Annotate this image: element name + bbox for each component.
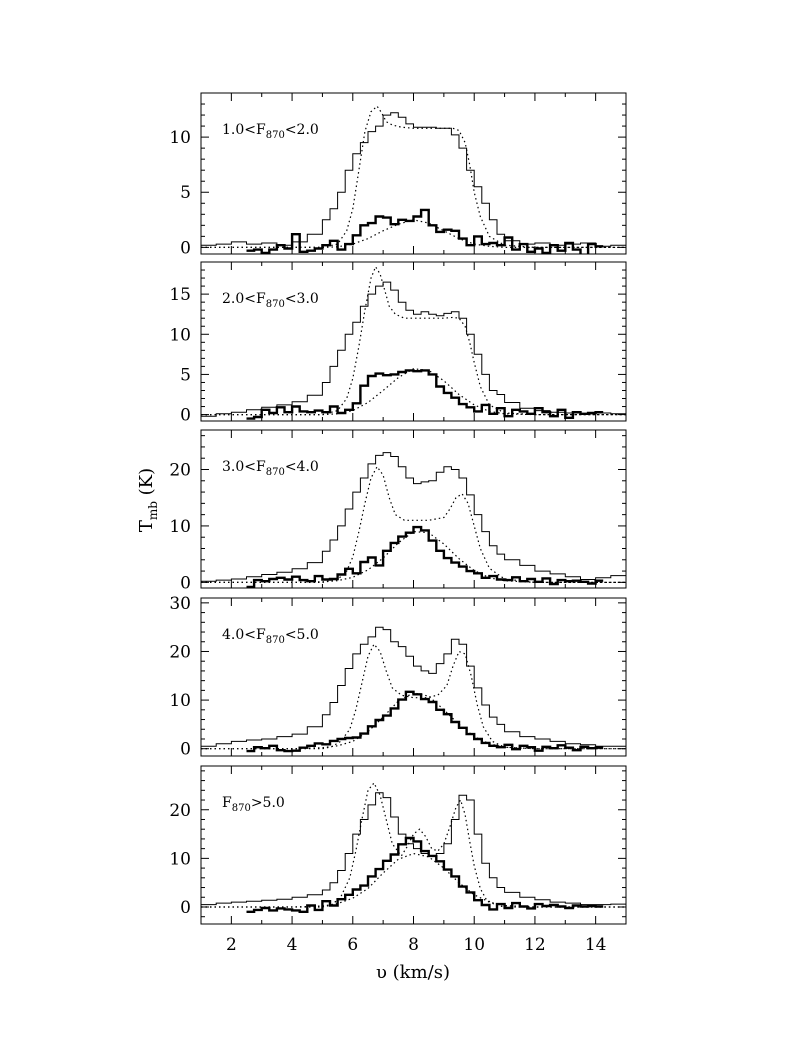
series-dotted-line — [201, 643, 626, 750]
y-tick-label: 0 — [180, 406, 191, 426]
series-thin-line — [201, 626, 626, 747]
x-tick-label: 14 — [585, 935, 607, 955]
panel-frame — [200, 92, 627, 255]
y-axis-title-sub: mb — [146, 501, 160, 520]
panel-label-sub: 870 — [266, 467, 285, 478]
series-thin-line — [201, 112, 626, 247]
x-tick-label: 4 — [287, 935, 298, 955]
panel-frame — [200, 597, 627, 757]
panel-label-sub: 870 — [266, 299, 285, 310]
series-thick-line — [246, 208, 604, 254]
series-dotted-line — [201, 105, 626, 248]
x-tick-label: 12 — [524, 935, 546, 955]
y-tick-label: 20 — [169, 801, 191, 821]
panel-label-sub: 870 — [266, 635, 285, 646]
panel-label-sub: 870 — [232, 803, 251, 814]
panel-label: 2.0<F870<3.0 — [222, 291, 319, 310]
y-tick-label: 0 — [180, 238, 191, 258]
panel-2: 0 5 10 15 2.0<F870<3.0 — [169, 261, 627, 426]
y-tick-label: 5 — [180, 183, 191, 203]
panel-frame — [200, 261, 627, 422]
y-tick-label: 10 — [169, 517, 191, 537]
panel-label-pre: 3.0<F — [222, 459, 266, 475]
panel-label: 1.0<F870<2.0 — [222, 122, 319, 141]
x-tick-label: 6 — [347, 935, 358, 955]
y-axis-title: Tmb (K) — [136, 468, 160, 532]
series-dotted-line — [201, 852, 626, 908]
series-thin-line — [201, 452, 626, 582]
panel-label-sub: 870 — [266, 130, 285, 141]
y-tick-label: 10 — [169, 325, 191, 345]
panel-frame — [200, 429, 627, 589]
x-tick-label: 8 — [408, 935, 419, 955]
series-thick-line — [246, 525, 604, 588]
y-tick-label: 0 — [180, 898, 191, 918]
panel-4: 0 10 20 30 4.0<F870<5.0 — [169, 594, 627, 760]
series-dotted-line — [201, 368, 626, 416]
y-axis-title-main: T — [136, 520, 157, 532]
x-axis-labels: 2 4 6 8 10 12 14 — [226, 935, 607, 955]
panel-label-post: <3.0 — [285, 291, 319, 307]
y-tick-label: 5 — [180, 365, 191, 385]
panel-label-pre: 1.0<F — [222, 122, 266, 138]
panel-1: 0 5 10 1.0<F870<2.0 — [169, 92, 627, 258]
series-dotted-line — [201, 781, 626, 908]
y-tick-label: 20 — [169, 642, 191, 662]
series-thick-line — [246, 690, 604, 753]
panel-label-pre: F — [222, 795, 232, 811]
y-tick-label: 30 — [169, 594, 191, 614]
panel-label-post: >5.0 — [251, 795, 285, 811]
svg-text:Tmb (K): Tmb (K) — [136, 468, 160, 532]
panel-label: 4.0<F870<5.0 — [222, 627, 319, 646]
panel-label: 3.0<F870<4.0 — [222, 459, 319, 478]
series-dotted-line — [201, 692, 626, 750]
x-tick-label: 2 — [226, 935, 237, 955]
x-axis-title: υ (km/s) — [376, 962, 450, 983]
panel-3: 0 10 20 3.0<F870<4.0 — [169, 429, 627, 593]
y-tick-label: 0 — [180, 740, 191, 760]
series-dotted-line — [201, 265, 626, 416]
series-thin-line — [201, 792, 626, 906]
y-axis-title-unit: (K) — [136, 468, 157, 501]
series-dotted-line — [201, 465, 626, 583]
y-tick-label: 10 — [169, 849, 191, 869]
panel-5: 0 10 20 F870>5.0 — [169, 765, 627, 925]
y-tick-label: 0 — [180, 573, 191, 593]
panel-label-pre: 2.0<F — [222, 291, 266, 307]
panel-label: F870>5.0 — [222, 795, 285, 814]
panel-label-post: <5.0 — [285, 627, 319, 643]
panel-label-post: <4.0 — [285, 459, 319, 475]
panel-label-post: <2.0 — [285, 122, 319, 138]
panel-label-pre: 4.0<F — [222, 627, 266, 643]
series-thick-line — [246, 836, 604, 913]
y-tick-label: 10 — [169, 128, 191, 148]
series-thick-line — [246, 369, 604, 420]
y-tick-label: 20 — [169, 461, 191, 481]
x-tick-label: 10 — [463, 935, 485, 955]
y-tick-label: 15 — [169, 285, 191, 305]
y-tick-label: 10 — [169, 691, 191, 711]
